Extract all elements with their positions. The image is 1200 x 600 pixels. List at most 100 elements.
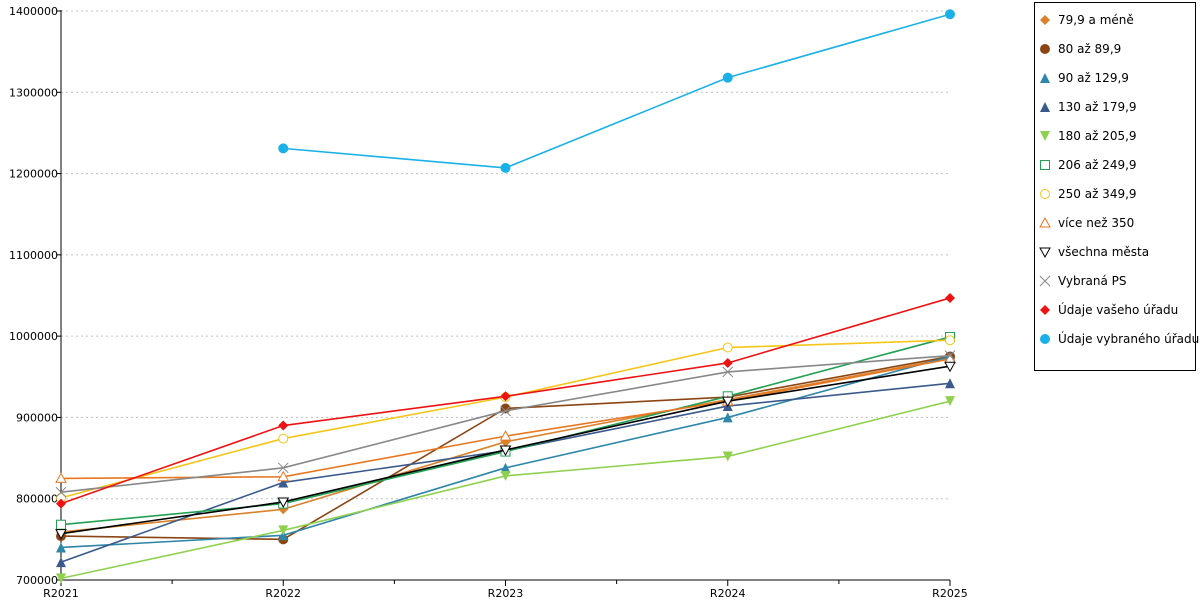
data-point [499,430,512,441]
legend-item: Vybraná PS [1035,271,1127,291]
data-point [1040,189,1050,199]
data-point [56,542,66,553]
legend-marker [1040,15,1050,25]
series-8 [55,361,956,540]
data-point [721,396,734,408]
data-point [1040,160,1050,170]
legend-item: 79,9 a méně [1035,10,1134,30]
data-point [278,525,289,536]
legend-label: více než 350 [1058,216,1135,230]
y-tick-label: 700000 [16,574,58,587]
data-point [1040,334,1050,344]
data-point [1039,216,1051,228]
data-point [722,72,733,83]
data-point [944,361,956,373]
data-point [56,519,66,530]
data-point [945,335,955,346]
data-point [1040,44,1050,54]
legend-label: 90 až 129,9 [1058,71,1129,85]
data-point [722,451,733,462]
data-point [1040,131,1050,141]
series-line [283,13,951,169]
y-tick-label: 1400000 [9,5,58,18]
legend-item: 90 až 129,9 [1035,68,1129,88]
data-point [1039,247,1051,259]
series-group [55,9,956,584]
data-point [499,445,512,456]
data-point [945,9,955,20]
series-11 [278,9,955,173]
legend-label: Údaje vašeho úřadu [1058,303,1179,317]
x-tick-label: R2024 [710,587,746,600]
data-point [945,292,955,303]
y-tick-label: 800000 [16,493,58,506]
y-tick-label: 1100000 [9,249,58,262]
data-point [722,357,733,368]
legend-item: Údaje vybraného úřadu [1035,329,1199,349]
legend-label: Vybraná PS [1058,274,1127,288]
legend-item: všechna města [1035,242,1149,262]
legend-label: 130 až 179,9 [1058,100,1137,114]
data-point [277,462,289,474]
line-chart: 700000 800000 900000 1000000 1100000 1200000 1… [9,5,968,600]
data-point [1040,73,1050,83]
legend-item: více než 350 [1035,213,1134,233]
data-point [1040,102,1050,112]
data-point [944,350,956,362]
legend-label: 80 až 89,9 [1058,42,1122,56]
legend-label: všechna města [1058,245,1150,259]
legend-marker [1040,44,1050,54]
legend-marker [1040,131,1050,141]
data-point [278,477,289,488]
data-point [1039,275,1051,287]
legend-label: 79,9 a méně [1058,13,1134,27]
x-tick-label: R2022 [265,587,301,600]
x-tick-label: R2021 [43,587,79,600]
gridlines [61,10,950,500]
data-point [56,498,66,509]
data-point [278,433,289,444]
data-point [55,529,67,540]
legend-item: 250 až 349,9 [1035,184,1137,204]
legend-marker [1039,216,1051,228]
data-point [500,470,511,481]
legend-marker [1040,102,1050,112]
legend-marker [1040,334,1050,344]
data-point [945,378,955,389]
y-tick-label: 900000 [16,411,58,424]
data-point [500,391,511,402]
legend-marker [1039,247,1051,259]
legend-label: Údaje vybraného úřadu [1058,332,1200,346]
data-point [722,366,734,378]
legend-label: 206 až 249,9 [1058,158,1137,172]
data-point [1040,305,1050,315]
y-axis-ticks: 700000 800000 900000 1000000 1100000 1200000 1… [9,5,61,587]
axes [60,10,950,581]
legend-item: 206 až 249,9 [1035,155,1137,175]
legend-item: Údaje vašeho úřadu [1035,300,1178,320]
legend-label: 250 až 349,9 [1058,187,1137,201]
legend-marker [1040,160,1050,170]
data-point [1040,15,1050,25]
data-point [277,470,290,482]
data-point [56,573,66,584]
series-line [60,400,951,580]
data-point [278,143,289,154]
data-point [945,396,955,407]
legend-marker [1039,275,1051,287]
data-point [277,497,290,508]
data-point [722,412,733,423]
data-point [500,462,511,473]
legend-item: 80 až 89,9 [1035,39,1121,59]
series-10 [56,292,955,509]
x-tick-label: R2023 [488,587,524,600]
legend-item: 180 až 205,9 [1035,126,1137,146]
x-tick-label: R2025 [932,587,968,600]
legend-marker [1040,73,1050,83]
legend-marker [1040,189,1050,199]
data-point [56,557,66,568]
y-tick-label: 1000000 [9,330,58,343]
y-tick-label: 1200000 [9,168,58,181]
data-point [500,405,511,417]
data-point [722,342,733,353]
